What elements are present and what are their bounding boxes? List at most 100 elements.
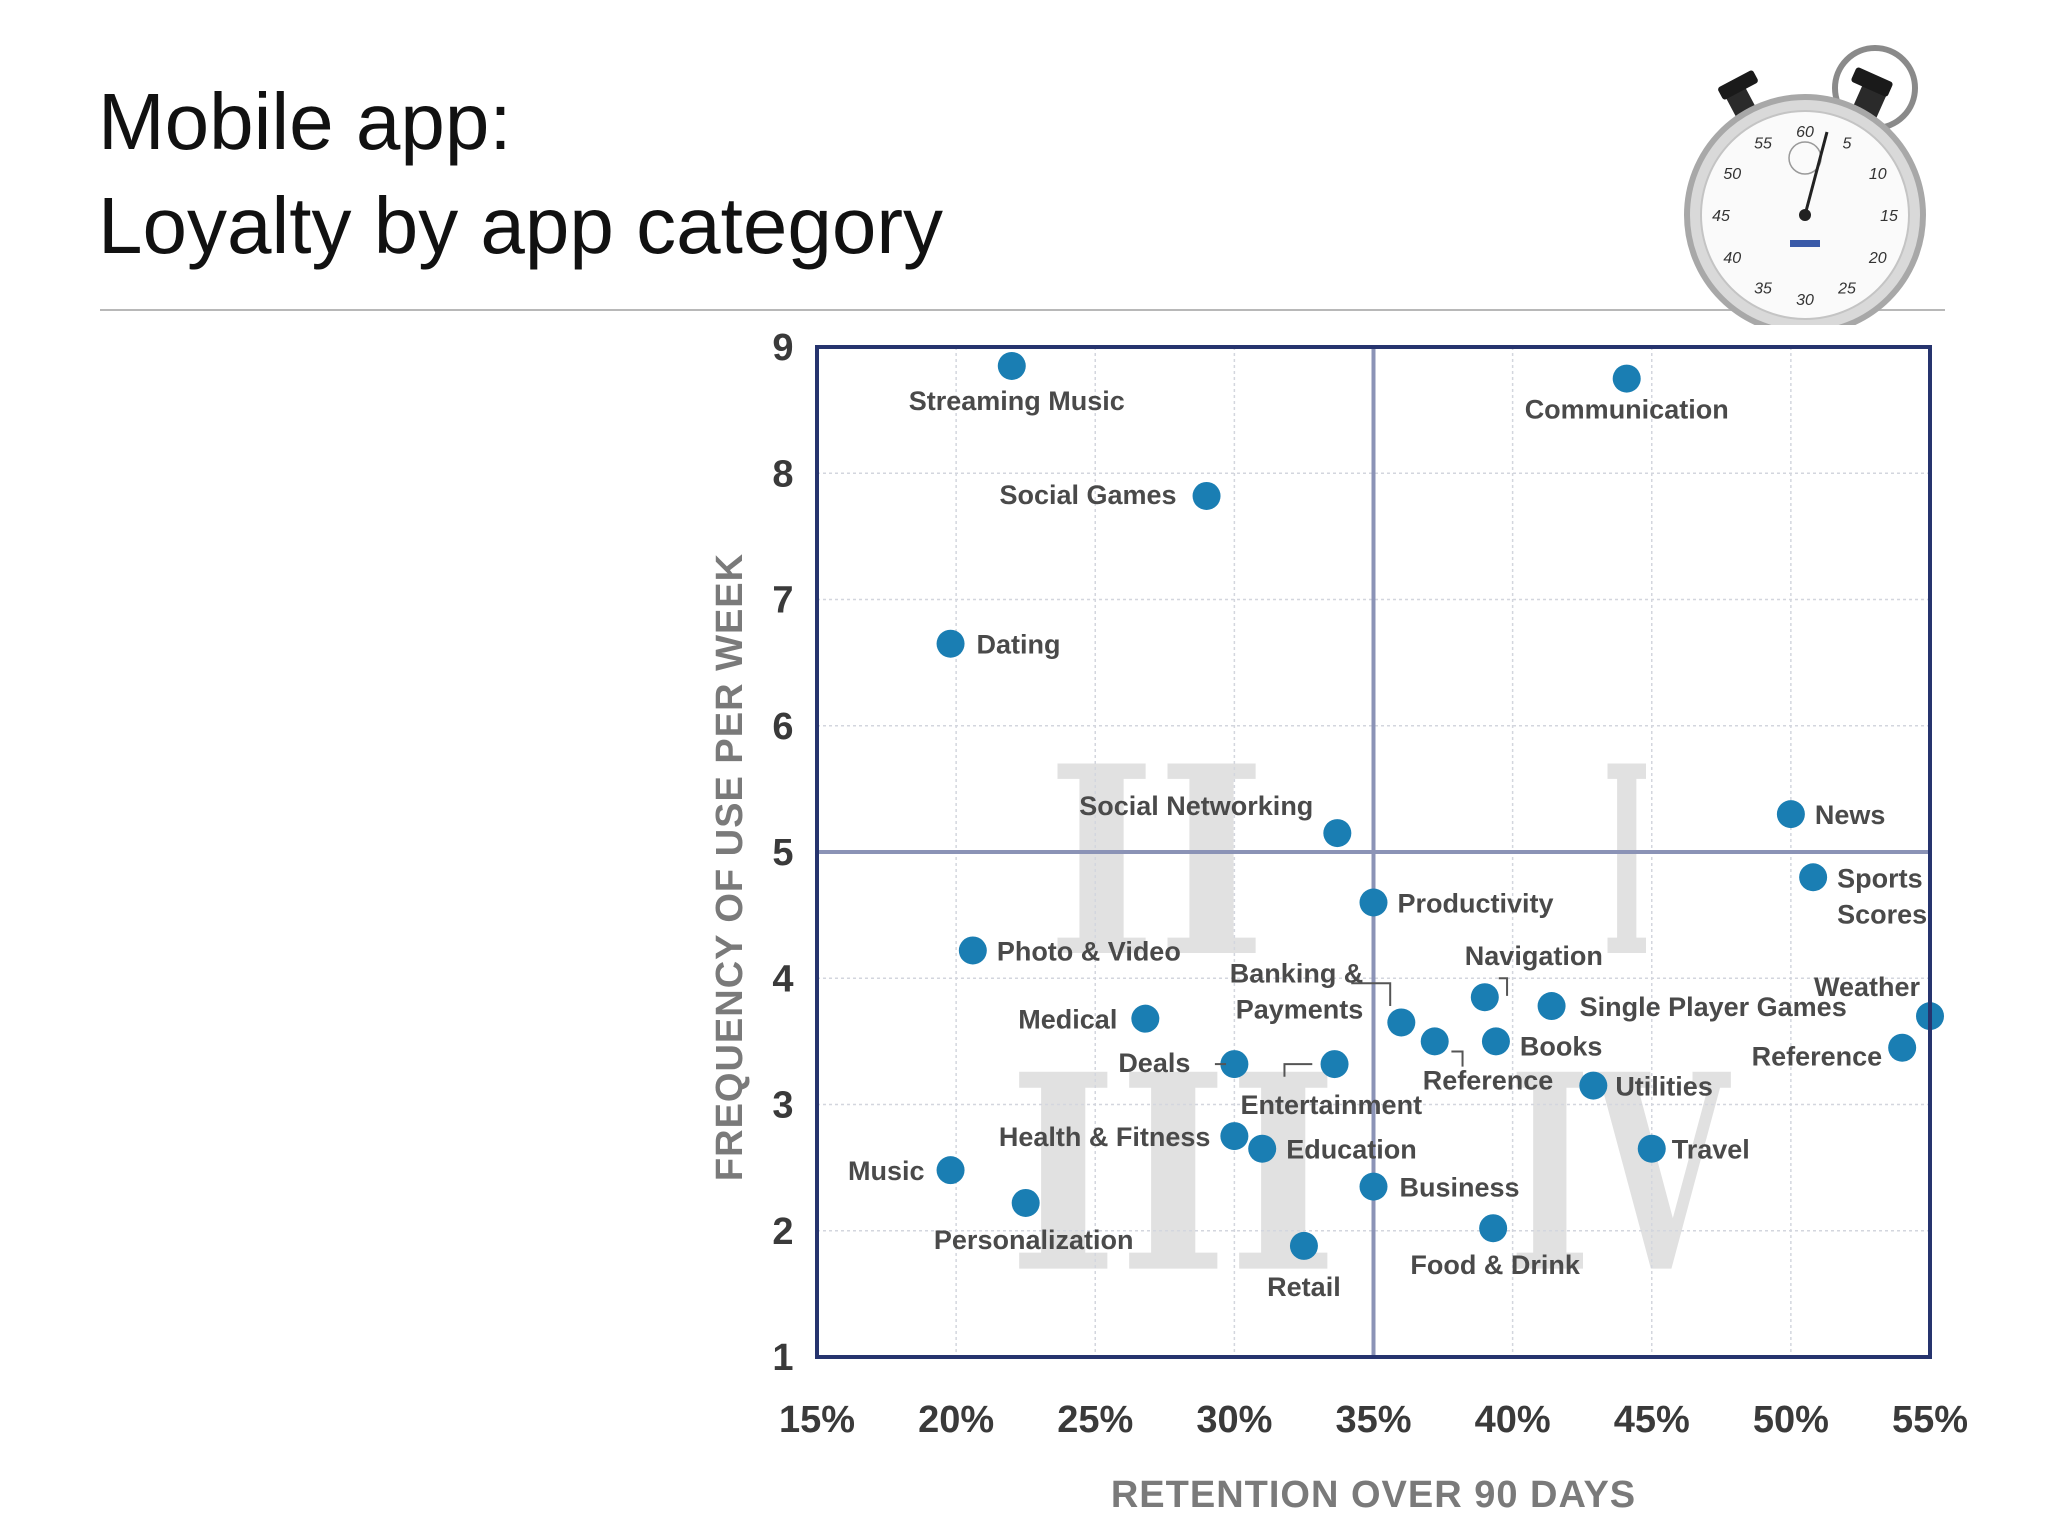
data-points [936, 351, 1944, 1260]
dial-number: 15 [1880, 208, 1898, 225]
y-tick-label: 1 [772, 1337, 793, 1379]
label-leader-line [1451, 1050, 1464, 1067]
y-tick-label: 5 [772, 832, 793, 874]
data-point [1479, 1214, 1508, 1243]
data-point [1888, 1033, 1917, 1062]
data-point-label: Sports Scores [1837, 863, 1927, 929]
data-point [1579, 1071, 1608, 1100]
data-point-label: Navigation [1465, 941, 1603, 971]
data-point-label: Food & Drink [1410, 1250, 1580, 1280]
dial-number: 25 [1837, 281, 1856, 298]
data-point [1011, 1188, 1040, 1217]
data-point [1359, 1172, 1388, 1201]
data-point [1192, 481, 1221, 510]
data-point-label: Deals [1118, 1048, 1190, 1078]
dial-number: 40 [1723, 250, 1741, 267]
label-leader-line [1351, 982, 1392, 1007]
x-tick-label: 30% [1196, 1399, 1272, 1441]
data-point-label: Books [1520, 1031, 1603, 1061]
axis-ticks: 15% 20% 25% 30% 35% 40% 45% 50% 55% 1 2 3 4 5 6 7 8 9 [772, 327, 1968, 1441]
stopwatch-crown [1718, 45, 1918, 131]
slide-title: Mobile app: Loyalty by app category [98, 70, 943, 278]
dial-number: 10 [1869, 166, 1887, 183]
data-point [1131, 1004, 1160, 1033]
data-point-label: Single Player Games [1580, 992, 1847, 1022]
data-point-label: Utilities [1615, 1072, 1713, 1102]
data-point [1289, 1231, 1318, 1260]
data-point-label: Reference [1423, 1065, 1554, 1095]
data-point [936, 1156, 965, 1185]
data-point-label: Reference [1752, 1042, 1883, 1072]
x-tick-label: 35% [1335, 1399, 1411, 1441]
slide-title-line-2: Loyalty by app category [98, 181, 943, 270]
plot-frame [815, 345, 1932, 1359]
x-tick-label: 15% [779, 1399, 855, 1441]
x-tick-label: 55% [1892, 1399, 1968, 1441]
data-point-label: Productivity [1398, 889, 1554, 919]
data-point-label: Communication [1525, 395, 1729, 425]
data-point [1776, 800, 1805, 829]
data-point [1248, 1134, 1277, 1163]
dial-number: 35 [1754, 281, 1772, 298]
quadrant-divider-lines [817, 347, 1930, 1357]
data-point-label: Weather [1814, 972, 1921, 1002]
data-point [1481, 1027, 1510, 1056]
data-point-label: Music [848, 1156, 925, 1186]
data-point-label: Social Games [999, 480, 1176, 510]
data-point [1799, 863, 1828, 892]
quadrant-label-iv: IV [1508, 1015, 1732, 1333]
dial-number: 50 [1723, 166, 1741, 183]
data-point [1612, 364, 1641, 393]
data-point-label: Entertainment [1241, 1090, 1423, 1120]
data-point-label: Medical [1018, 1005, 1117, 1035]
stopwatch-dial-numbers: 5 10 15 20 25 30 35 40 45 50 55 60 [1712, 124, 1898, 309]
data-point [1537, 992, 1566, 1021]
data-point [1420, 1027, 1449, 1056]
y-tick-label: 3 [772, 1085, 793, 1127]
data-point-label: Retail [1267, 1272, 1341, 1302]
label-leader-line [1283, 1063, 1313, 1077]
data-point-label: Photo & Video [997, 936, 1181, 966]
y-tick-label: 7 [772, 580, 793, 622]
data-point [997, 351, 1026, 380]
dial-number: 45 [1712, 208, 1730, 225]
data-point [936, 629, 965, 658]
data-point-label: Personalization [934, 1225, 1134, 1255]
x-tick-label: 45% [1614, 1399, 1690, 1441]
data-point [1359, 888, 1388, 917]
data-point-label: Education [1286, 1135, 1417, 1165]
quadrant-label-ii: II [1046, 710, 1266, 1015]
data-point-label: News [1815, 800, 1886, 830]
data-point-label: Business [1400, 1173, 1520, 1203]
quadrant-label-i: I [1603, 710, 1651, 1015]
y-tick-label: 4 [772, 958, 793, 1000]
x-tick-label: 40% [1475, 1399, 1551, 1441]
dial-number: 5 [1843, 135, 1852, 152]
y-tick-label: 8 [772, 453, 793, 495]
data-point [1637, 1134, 1666, 1163]
dial-number: 30 [1796, 292, 1814, 309]
y-tick-label: 2 [772, 1211, 793, 1253]
data-point-label: Dating [977, 630, 1061, 660]
dial-number: 55 [1754, 135, 1772, 152]
slide-title-line-1: Mobile app: [98, 77, 512, 166]
data-point-label: Social Networking [1079, 791, 1313, 821]
dial-number: 20 [1868, 250, 1887, 267]
data-point-label: Health & Fitness [999, 1122, 1211, 1152]
y-tick-label: 9 [772, 327, 793, 369]
data-point [958, 936, 987, 965]
data-point [1470, 983, 1499, 1012]
dial-number: 60 [1796, 124, 1814, 141]
x-tick-label: 25% [1057, 1399, 1133, 1441]
x-axis-title: RETENTION OVER 90 DAYS [1111, 1474, 1636, 1516]
data-point-label: Banking & Payments [1230, 958, 1364, 1024]
label-leader-line [1498, 977, 1509, 996]
stopwatch-icon: 5 10 15 20 25 30 35 40 45 50 55 60 [1684, 45, 1926, 325]
data-point-label: Streaming Music [909, 386, 1125, 416]
x-tick-label: 20% [918, 1399, 994, 1441]
x-tick-label: 50% [1753, 1399, 1829, 1441]
quadrant-label-iii: III [1008, 1015, 1338, 1333]
data-point-labels: Streaming Music Communication Social Games… [848, 386, 1927, 1302]
